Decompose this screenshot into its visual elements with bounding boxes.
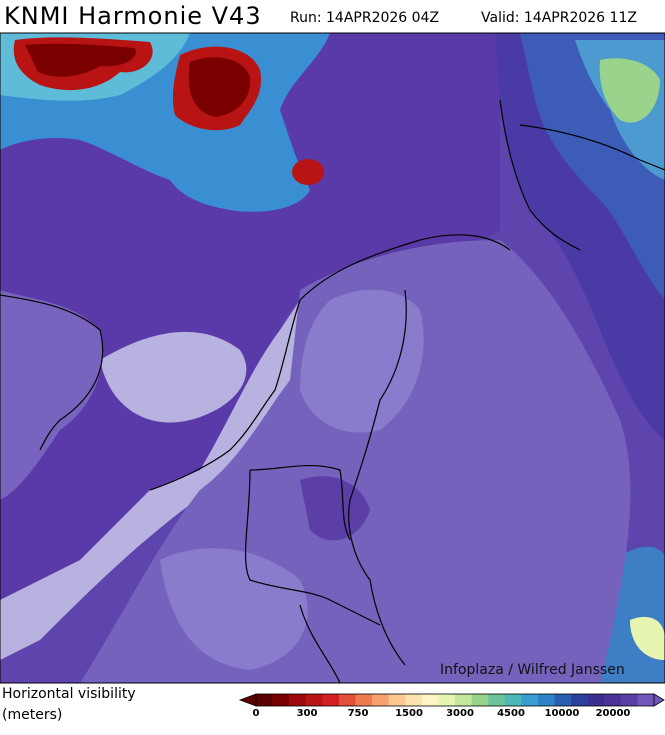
land-uk: [0, 290, 103, 500]
colorbar-swatch: [504, 694, 522, 706]
coast-uk: [0, 294, 104, 451]
credit: Infoplaza / Wilfred Janssen: [440, 662, 625, 678]
land-fr-light: [160, 548, 308, 670]
cloud-se-light: [630, 616, 665, 660]
colorbar-label: 10000: [545, 708, 580, 719]
coast-nl-de: [149, 234, 511, 491]
colorbar-label: 1500: [395, 708, 423, 719]
fog-band: [0, 281, 380, 660]
title: KNMI Harmonie V43: [4, 2, 262, 30]
colorbar-swatch: [388, 694, 406, 706]
colorbar-frame: [255, 693, 655, 707]
colorbar-label: 3000: [446, 708, 474, 719]
fog-core-2-dark: [188, 57, 251, 117]
colorbar-label: 20000: [596, 708, 631, 719]
colorbar-swatch: [322, 694, 340, 706]
borders: [0, 99, 665, 683]
fog-patch: [100, 331, 247, 423]
coast-baltic: [519, 124, 665, 171]
colorbar-swatch: [455, 694, 472, 706]
colorbar-swatch: [338, 694, 356, 706]
border-de: [348, 289, 407, 666]
legend-unit: (meters): [2, 707, 62, 723]
colorbar-swatch: [637, 694, 655, 706]
cloud-east-green: [599, 58, 660, 123]
colorbar-swatch: [289, 694, 307, 706]
border-be-nl: [249, 464, 351, 541]
colorbar-swatch: [355, 694, 373, 706]
border-be-fr: [244, 469, 381, 626]
map-frame: [0, 32, 665, 684]
colorbar-swatch: [571, 694, 588, 706]
colorbar-swatch: [256, 694, 273, 706]
colorbar-swatch: [604, 694, 622, 706]
colorbar-swatch: [272, 694, 290, 706]
legend-label: Horizontal visibility: [2, 686, 136, 702]
colorbar: 0 300 750 1500 3000 4500 10000 20000: [238, 693, 665, 719]
colorbar-swatch: [438, 694, 456, 706]
colorbar-swatch: [587, 694, 605, 706]
sea: [0, 33, 500, 600]
colorbar-swatch: [554, 694, 572, 706]
coast-dk: [499, 99, 581, 251]
colorbar-swatch: [620, 694, 638, 706]
colorbar-label: 300: [297, 708, 318, 719]
colorbar-swatch: [471, 694, 489, 706]
run-time: Run: 14APR2026 04Z: [290, 10, 439, 26]
valid-time: Valid: 14APR2026 11Z: [481, 10, 637, 26]
map: Infoplaza / Wilfred Janssen: [0, 33, 665, 683]
colorbar-label: 750: [348, 708, 369, 719]
fog-core-3: [292, 159, 324, 185]
border-lux: [299, 604, 341, 683]
colorbar-swatch: [405, 694, 423, 706]
colorbar-swatch: [305, 694, 323, 706]
colorbar-swatch: [521, 694, 539, 706]
colorbar-swatch: [537, 694, 555, 706]
fog-core-1-dark: [25, 43, 136, 77]
colorbar-swatch: [421, 694, 439, 706]
land-nl-light: [300, 289, 424, 433]
colorbar-swatch: [488, 694, 506, 706]
colorbar-swatch: [372, 694, 389, 706]
colorbar-label: 4500: [497, 708, 525, 719]
colorbar-label: 0: [253, 708, 260, 719]
